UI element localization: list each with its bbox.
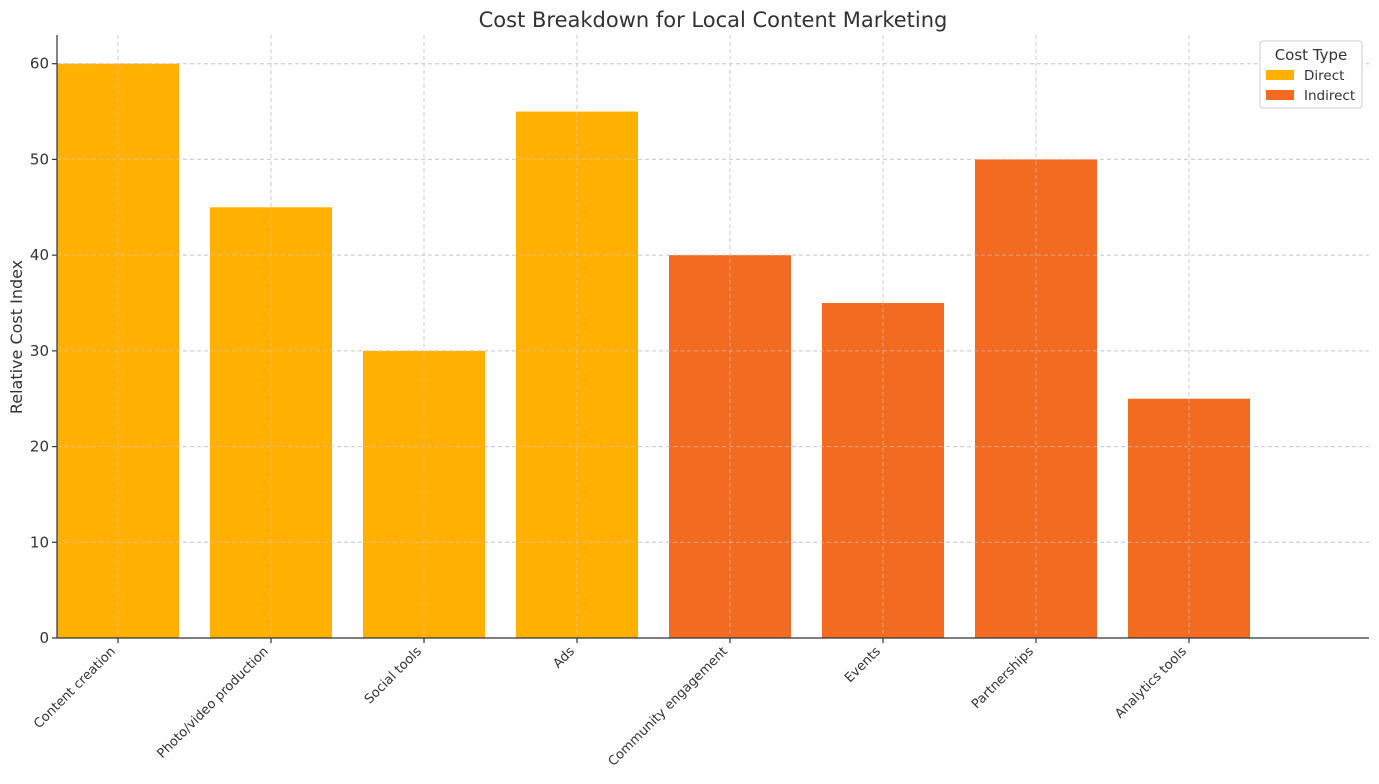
x-tick-label: Ads [550, 644, 578, 672]
x-tick-label: Community engagement [606, 644, 731, 769]
y-axis: 0 10 20 30 40 50 60 [30, 35, 58, 647]
y-tick-label: 20 [30, 438, 49, 456]
x-tick-label: Events [842, 644, 884, 686]
legend-swatch-indirect [1266, 90, 1294, 100]
legend-label-indirect: Indirect [1304, 88, 1355, 104]
legend-title: Cost Type [1275, 46, 1348, 64]
x-tick-label: Photo/video production [155, 644, 272, 761]
x-tick-label: Partnerships [969, 644, 1037, 712]
y-tick-label: 10 [30, 533, 49, 551]
chart-title: Cost Breakdown for Local Content Marketi… [479, 8, 948, 32]
legend: Cost Type Direct Indirect [1259, 40, 1363, 109]
bars [57, 35, 1369, 639]
legend-label-direct: Direct [1304, 68, 1344, 84]
y-tick-label: 0 [39, 629, 49, 647]
x-tick-label: Analytics tools [1112, 644, 1190, 722]
x-tick-label: Content creation [31, 644, 119, 732]
x-tick-label: Social tools [362, 644, 425, 707]
legend-swatch-direct [1266, 70, 1294, 80]
y-axis-label: Relative Cost Index [7, 260, 26, 414]
y-tick-label: 50 [30, 150, 49, 168]
y-tick-label: 40 [30, 246, 49, 264]
y-tick-label: 30 [30, 342, 49, 360]
x-axis: Content creation Photo/video production So… [31, 637, 1369, 769]
y-tick-label: 60 [30, 55, 49, 73]
